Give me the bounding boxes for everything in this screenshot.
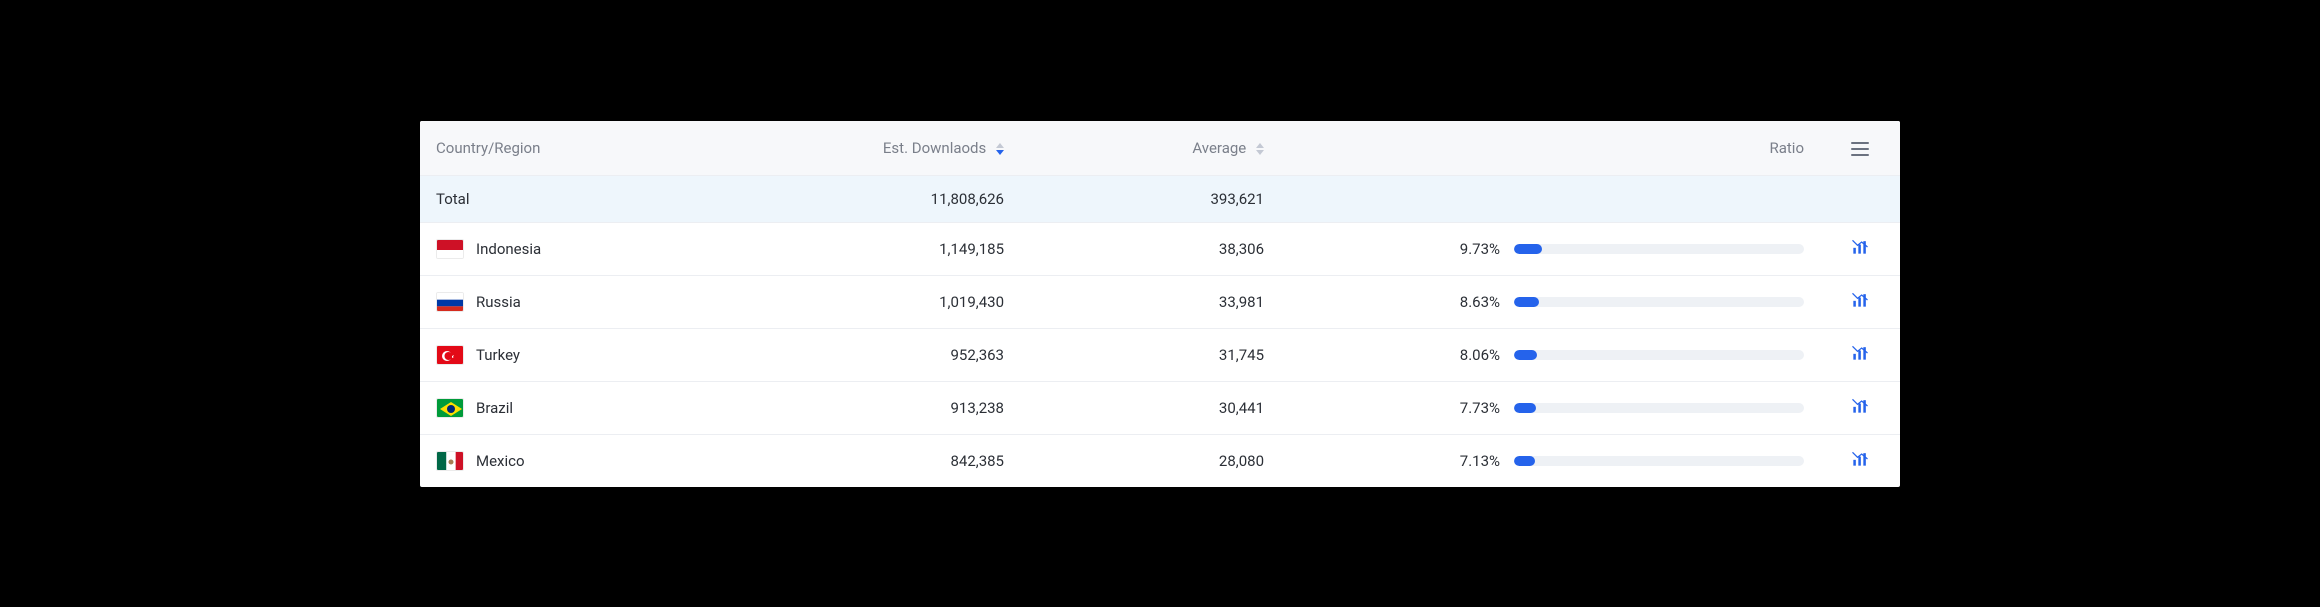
col-label: Ratio	[1769, 139, 1804, 157]
ratio-value: 7.13%	[1440, 452, 1500, 470]
country-name: Russia	[476, 293, 521, 311]
menu-icon	[1851, 142, 1869, 156]
table-row: Russia 1,019,430 33,981 8.63%	[420, 275, 1900, 328]
action-cell[interactable]	[1820, 328, 1900, 381]
country-cell[interactable]: Mexico	[420, 434, 770, 487]
country-name: Brazil	[476, 399, 513, 417]
table-row: Turkey 952,363 31,745 8.06%	[420, 328, 1900, 381]
average-cell: 38,306	[1020, 222, 1280, 275]
col-header-ratio: Ratio	[1280, 121, 1820, 176]
downloads-cell: 1,019,430	[770, 275, 1020, 328]
total-row: Total 11,808,626 393,621	[420, 175, 1900, 222]
flag-icon	[436, 292, 464, 312]
action-cell[interactable]	[1820, 222, 1900, 275]
chart-icon	[1850, 402, 1870, 420]
country-cell[interactable]: Turkey	[420, 328, 770, 381]
col-label: Average	[1192, 139, 1246, 157]
average-cell: 31,745	[1020, 328, 1280, 381]
ratio-fill	[1514, 403, 1536, 413]
country-name: Turkey	[476, 346, 520, 364]
average-cell: 28,080	[1020, 434, 1280, 487]
ratio-bar	[1514, 244, 1804, 254]
col-label: Est. Downlaods	[883, 139, 986, 157]
table-row: Brazil 913,238 30,441 7.73%	[420, 381, 1900, 434]
ratio-bar	[1514, 350, 1804, 360]
country-name: Indonesia	[476, 240, 541, 258]
ratio-fill	[1514, 350, 1537, 360]
country-name: Mexico	[476, 452, 525, 470]
sort-icon[interactable]	[996, 143, 1004, 155]
col-header-country[interactable]: Country/Region	[420, 121, 770, 176]
chart-icon	[1850, 296, 1870, 314]
col-header-menu[interactable]	[1820, 121, 1900, 176]
downloads-cell: 842,385	[770, 434, 1020, 487]
chart-icon	[1850, 455, 1870, 473]
sort-down-icon	[996, 150, 1004, 155]
average-cell: 30,441	[1020, 381, 1280, 434]
downloads-cell: 913,238	[770, 381, 1020, 434]
table-row: Mexico 842,385 28,080 7.13%	[420, 434, 1900, 487]
average-cell: 33,981	[1020, 275, 1280, 328]
ratio-fill	[1514, 297, 1539, 307]
flag-icon	[436, 239, 464, 259]
country-cell[interactable]: Russia	[420, 275, 770, 328]
flag-icon	[436, 398, 464, 418]
sort-up-icon	[996, 143, 1004, 148]
total-ratio	[1280, 175, 1820, 222]
country-cell[interactable]: Brazil	[420, 381, 770, 434]
flag-icon	[436, 345, 464, 365]
country-cell[interactable]: Indonesia	[420, 222, 770, 275]
ratio-cell: 7.73%	[1280, 381, 1820, 434]
ratio-cell: 9.73%	[1280, 222, 1820, 275]
table-header-row: Country/Region Est. Downlaods Average	[420, 121, 1900, 176]
total-average: 393,621	[1020, 175, 1280, 222]
action-cell[interactable]	[1820, 275, 1900, 328]
col-header-average[interactable]: Average	[1020, 121, 1280, 176]
total-downloads: 11,808,626	[770, 175, 1020, 222]
country-table: Country/Region Est. Downlaods Average	[420, 121, 1900, 487]
ratio-bar	[1514, 297, 1804, 307]
ratio-value: 9.73%	[1440, 240, 1500, 258]
action-cell[interactable]	[1820, 434, 1900, 487]
ratio-bar	[1514, 403, 1804, 413]
sort-up-icon	[1256, 143, 1264, 148]
col-label: Country/Region	[436, 139, 540, 157]
total-action	[1820, 175, 1900, 222]
table-row: Indonesia 1,149,185 38,306 9.73%	[420, 222, 1900, 275]
chart-icon	[1850, 349, 1870, 367]
flag-icon	[436, 451, 464, 471]
ratio-cell: 8.63%	[1280, 275, 1820, 328]
col-header-downloads[interactable]: Est. Downlaods	[770, 121, 1020, 176]
ratio-cell: 8.06%	[1280, 328, 1820, 381]
ratio-value: 8.63%	[1440, 293, 1500, 311]
sort-icon[interactable]	[1256, 143, 1264, 155]
ratio-fill	[1514, 244, 1542, 254]
ratio-value: 7.73%	[1440, 399, 1500, 417]
ratio-value: 8.06%	[1440, 346, 1500, 364]
chart-icon	[1850, 243, 1870, 261]
sort-down-icon	[1256, 150, 1264, 155]
action-cell[interactable]	[1820, 381, 1900, 434]
downloads-cell: 1,149,185	[770, 222, 1020, 275]
ratio-bar	[1514, 456, 1804, 466]
total-label: Total	[420, 175, 770, 222]
ratio-fill	[1514, 456, 1535, 466]
ratio-cell: 7.13%	[1280, 434, 1820, 487]
downloads-cell: 952,363	[770, 328, 1020, 381]
